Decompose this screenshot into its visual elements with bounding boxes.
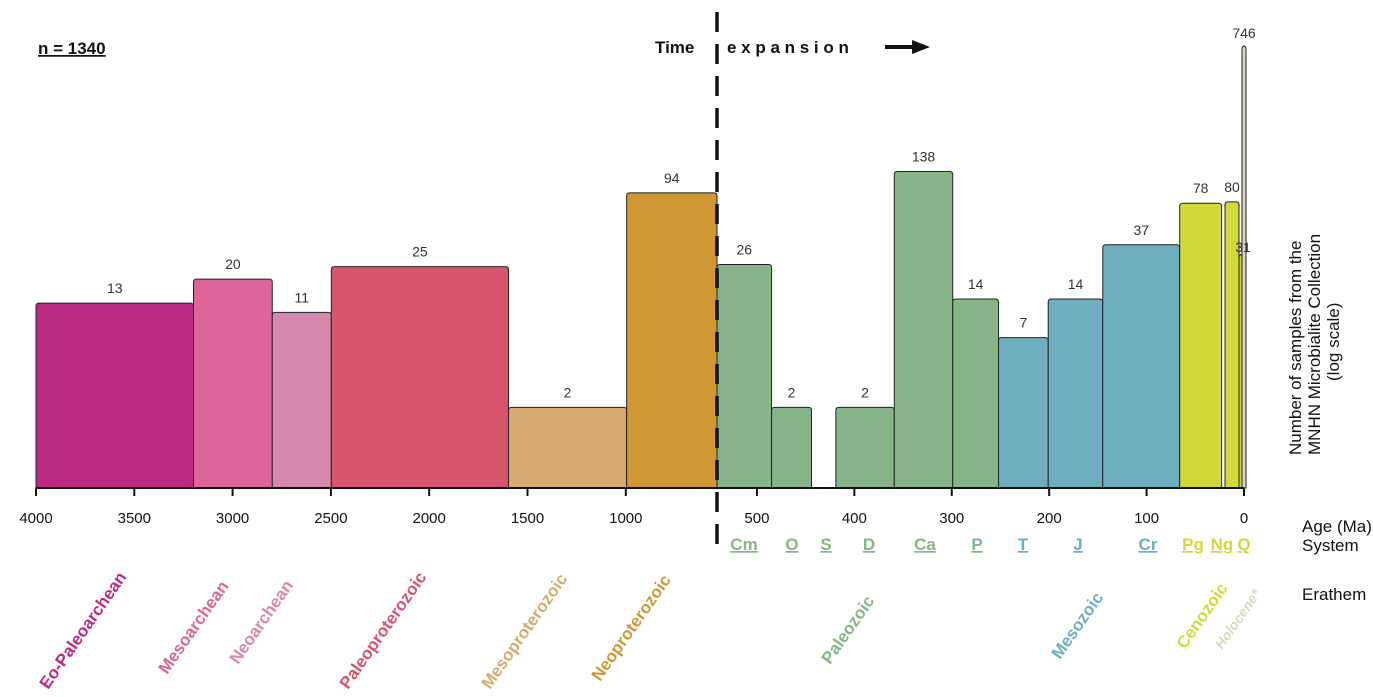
bar-holocene- [1241, 45, 1247, 489]
x-tick-label: 3000 [216, 510, 249, 527]
bar-ng [1224, 201, 1240, 489]
system-row-label: System [1302, 536, 1359, 555]
bar-p [952, 298, 1000, 489]
x-tick-label: 3500 [118, 510, 151, 527]
value-label-d: 2 [861, 384, 869, 400]
erathem-label-eo-paleoarchean: Eo-Paleoarchean [36, 568, 131, 692]
x-axis-title: Age (Ma) [1302, 517, 1372, 536]
value-label-pg: 78 [1193, 180, 1209, 196]
erathem-label-mesoarchean: Mesoarchean [155, 577, 233, 677]
value-label-holocene-: 746 [1232, 25, 1256, 41]
bar-t [998, 337, 1049, 489]
x-tick-label: 2000 [413, 510, 446, 527]
system-label-d: D [863, 535, 875, 554]
x-tick-label: 300 [939, 510, 964, 527]
bar-pg [1179, 202, 1223, 489]
value-label-q: 31 [1235, 239, 1251, 255]
system-label-ng: Ng [1211, 535, 1234, 554]
x-tick-label: 0 [1240, 510, 1248, 527]
value-label-t: 7 [1019, 315, 1027, 331]
system-label-cr: Cr [1139, 535, 1158, 554]
time-annotation-word2: e x p a n s i o n [727, 38, 849, 57]
value-label-neoproterozoic: 94 [664, 170, 680, 186]
value-labels: 13 20 11 25 2 94 26 2 2 138 14 7 14 37 78 80 31 746 [107, 25, 1256, 400]
bar-j [1047, 298, 1104, 489]
x-axis: 4000 3500 3000 2500 2000 1500 1000 500 400 300 200… [19, 487, 1248, 527]
bar-mesoarchean [193, 278, 273, 489]
bar-cr [1102, 244, 1181, 489]
time-annotation-word1: Time [655, 38, 694, 57]
bar-cm [716, 263, 773, 489]
erathem-label-mesoproterozoic: Mesoproterozoic [478, 570, 572, 692]
x-tick-label: 2500 [314, 510, 347, 527]
x-tick-label: 500 [744, 510, 769, 527]
value-label-ng: 80 [1224, 179, 1240, 195]
system-label-o: O [785, 535, 798, 554]
bar-neoarchean [271, 311, 332, 489]
value-label-o: 2 [788, 384, 796, 400]
erathem-row-label: Erathem [1302, 585, 1366, 604]
erathem-label-neoarchean: Neoarchean [226, 577, 297, 668]
system-label-s: S [820, 535, 831, 554]
system-label-pg: Pg [1182, 535, 1204, 554]
system-label-q: Q [1237, 535, 1250, 554]
system-label-cm: Cm [730, 535, 757, 554]
erathem-label-mesozoic: Mesozoic [1048, 589, 1107, 663]
system-labels: Cm O S D Ca P T J Cr Pg Ng Q [730, 535, 1250, 554]
system-label-j: J [1073, 535, 1082, 554]
x-tick-label: 400 [842, 510, 867, 527]
value-label-cr: 37 [1133, 222, 1149, 238]
y-axis-title-line1: Number of samples from the [1286, 241, 1305, 455]
value-label-p: 14 [968, 276, 984, 292]
value-label-paleoproterozoic: 25 [412, 244, 428, 260]
x-tick-label: 4000 [19, 510, 52, 527]
sample-count-label: n = 1340 [38, 39, 106, 58]
value-label-cm: 26 [736, 241, 752, 257]
value-label-j: 14 [1068, 276, 1084, 292]
x-tick-label: 100 [1134, 510, 1159, 527]
bar-neoproterozoic [626, 192, 718, 489]
bar-ca [893, 170, 954, 489]
erathem-label-paleozoic: Paleozoic [818, 592, 879, 667]
erathem-label-paleoproterozoic: Paleoproterozoic [336, 568, 431, 692]
system-label-p: P [971, 535, 982, 554]
x-tick-label: 200 [1037, 510, 1062, 527]
bar-o [771, 406, 812, 489]
bar-eo-paleoarchean [35, 302, 195, 489]
system-label-ca: Ca [914, 535, 936, 554]
x-tick-label: 1500 [511, 510, 544, 527]
value-label-ca: 138 [912, 148, 936, 164]
y-axis-title-line2: MNHN Microbialite Collection [1305, 234, 1324, 455]
bar-paleoproterozoic [330, 266, 510, 489]
value-label-eo-paleoarchean: 13 [107, 280, 123, 296]
y-axis-title-line3: (log scale) [1324, 303, 1343, 381]
value-label-neoarchean: 11 [295, 289, 310, 305]
right-arrow-icon [885, 40, 930, 54]
value-label-mesoproterozoic: 2 [564, 384, 572, 400]
y-axis-title: Number of samples from the MNHN Microbia… [1286, 234, 1343, 455]
bar-mesoproterozoic [508, 406, 628, 489]
system-label-t: T [1018, 535, 1029, 554]
bar-d [835, 406, 895, 489]
value-label-mesoarchean: 20 [225, 256, 241, 272]
erathem-label-neoproterozoic: Neoproterozoic [588, 571, 675, 684]
bars-layer [35, 45, 1247, 489]
x-tick-label: 1000 [609, 510, 642, 527]
